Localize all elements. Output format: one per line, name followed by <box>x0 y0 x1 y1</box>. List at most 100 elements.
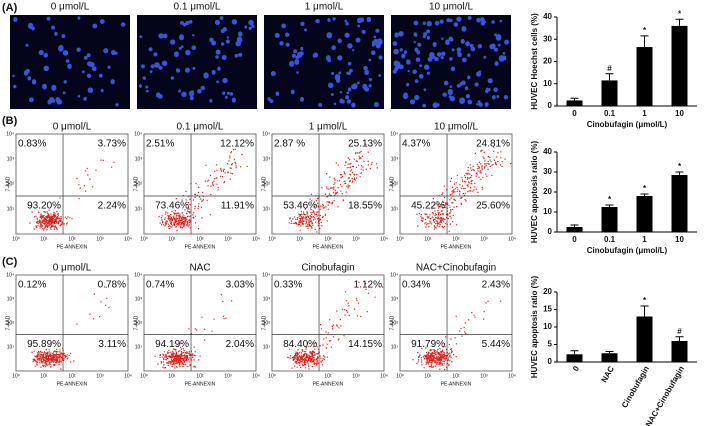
y-tick-label: 5 <box>548 340 553 349</box>
axis-label: PE-ANNEXIN <box>57 381 88 387</box>
tick-label: 10⁴ <box>6 131 14 137</box>
quadrant-value: 4.37% <box>402 139 430 150</box>
y-tick-label: 30 <box>543 34 552 43</box>
plot-frame <box>271 133 385 235</box>
quadrant-value: 3.11% <box>98 339 126 350</box>
plot-title: 0 μmol/L <box>53 122 92 133</box>
tick-label: 10⁴ <box>390 131 398 137</box>
axis-label: 7-AAD <box>5 176 11 191</box>
quadrant-value: 1.12% <box>354 280 382 291</box>
x-axis-label: Cinobufagin (μmol/L) <box>587 246 668 255</box>
quadrant-value: 2.04% <box>226 339 254 350</box>
tick-label: 10³ <box>480 236 488 242</box>
error-line <box>570 97 579 101</box>
quadrant-value: 0.34% <box>402 280 430 291</box>
tick-label: 10¹ <box>7 344 15 350</box>
error-line <box>570 350 579 355</box>
plot-frame <box>143 133 257 235</box>
axis-label: 7-AAD <box>389 315 395 330</box>
x-tick-label: 0 <box>571 364 581 373</box>
y-axis-label: HUVEC apoptosis ratio (%) <box>530 276 539 379</box>
y-tick-label: 30 <box>543 167 552 176</box>
error-bar <box>640 305 649 317</box>
bar <box>601 80 618 106</box>
quadrant-value: 2.51% <box>146 139 174 150</box>
y-tick-label: 20 <box>543 287 552 296</box>
quadrant-value: 5.44% <box>482 339 510 350</box>
tick-label: 10³ <box>224 373 232 379</box>
quadrant-value: 73.46% <box>155 201 189 212</box>
axis-label: PE-ANNEXIN <box>185 244 216 250</box>
tick-label: 10⁰ <box>140 373 148 379</box>
tick-label: 10² <box>452 373 460 379</box>
quadrant-value: 11.91% <box>221 201 254 212</box>
error-bar <box>605 351 614 354</box>
error-bar <box>605 73 614 81</box>
tick-label: 10³ <box>263 156 271 162</box>
tick-label: 10¹ <box>135 206 143 212</box>
tick-label: 10⁴ <box>262 131 270 137</box>
significance-mark: * <box>643 26 647 35</box>
axis-label: PE-ANNEXIN <box>313 244 344 250</box>
plot-title: 10 μmol/L <box>434 122 479 133</box>
error-bar <box>640 35 649 48</box>
error-line <box>605 351 614 354</box>
plot-frame <box>399 133 513 235</box>
quadrant-value: 25.60% <box>476 201 510 212</box>
tick-label: 10³ <box>391 156 399 162</box>
error-bar <box>570 224 579 227</box>
tick-label: 10² <box>263 320 271 326</box>
error-line <box>605 73 614 81</box>
tick-label: 10² <box>7 181 15 187</box>
panel-label: (C) <box>2 256 18 268</box>
tick-label: 10² <box>391 181 399 187</box>
panel-label: (A) <box>2 2 18 14</box>
image-title: 1 μmol/L <box>305 2 344 13</box>
error-line <box>640 305 649 317</box>
quadrant-value: 3.03% <box>226 280 254 291</box>
plot-frame <box>143 274 257 372</box>
axis-label: PE-ANNEXIN <box>57 244 88 250</box>
y-tick-label: 10 <box>543 79 552 88</box>
panel-label: (B) <box>2 115 18 127</box>
image-title: 0 μmol/L <box>51 2 90 13</box>
tick-label: 10² <box>324 236 332 242</box>
tick-label: 10³ <box>224 236 232 242</box>
error-line <box>675 18 684 26</box>
error-line <box>605 204 614 207</box>
bar <box>671 25 688 106</box>
tick-label: 10² <box>196 373 204 379</box>
x-tick-label: 10 <box>675 109 684 118</box>
plot-title: 0 μmol/L <box>53 263 92 274</box>
significance-mark: * <box>608 195 612 204</box>
tick-label: 10⁴ <box>134 131 142 137</box>
events <box>154 294 233 369</box>
error-bar <box>675 336 684 341</box>
tick-label: 10¹ <box>40 236 48 242</box>
error-bar <box>640 193 649 196</box>
nuclei <box>138 16 255 103</box>
y-tick-label: 0 <box>548 227 553 236</box>
nuclei <box>267 16 383 108</box>
error-bar <box>675 18 684 26</box>
y-tick-label: 10 <box>543 322 552 331</box>
y-tick-label: 40 <box>543 12 552 21</box>
tick-label: 10⁰ <box>140 236 148 242</box>
tick-label: 10⁰ <box>396 236 404 242</box>
quadrant-value: 24.81% <box>476 139 510 150</box>
quadrant-value: 25.13% <box>348 139 382 150</box>
tick-label: 10¹ <box>135 344 143 350</box>
events <box>288 143 378 233</box>
x-tick-label: 0.1 <box>604 109 616 118</box>
tick-label: 10¹ <box>424 236 432 242</box>
axis-label: 7-AAD <box>261 315 267 330</box>
events <box>416 146 512 232</box>
image-title: 10 μmol/L <box>429 2 474 13</box>
bar <box>636 47 653 106</box>
bar <box>636 316 653 362</box>
tick-label: 10³ <box>352 236 360 242</box>
tick-label: 10⁰ <box>12 373 20 379</box>
tick-label: 10⁴ <box>380 373 388 379</box>
error-bar <box>570 97 579 101</box>
tick-label: 10¹ <box>7 206 15 212</box>
